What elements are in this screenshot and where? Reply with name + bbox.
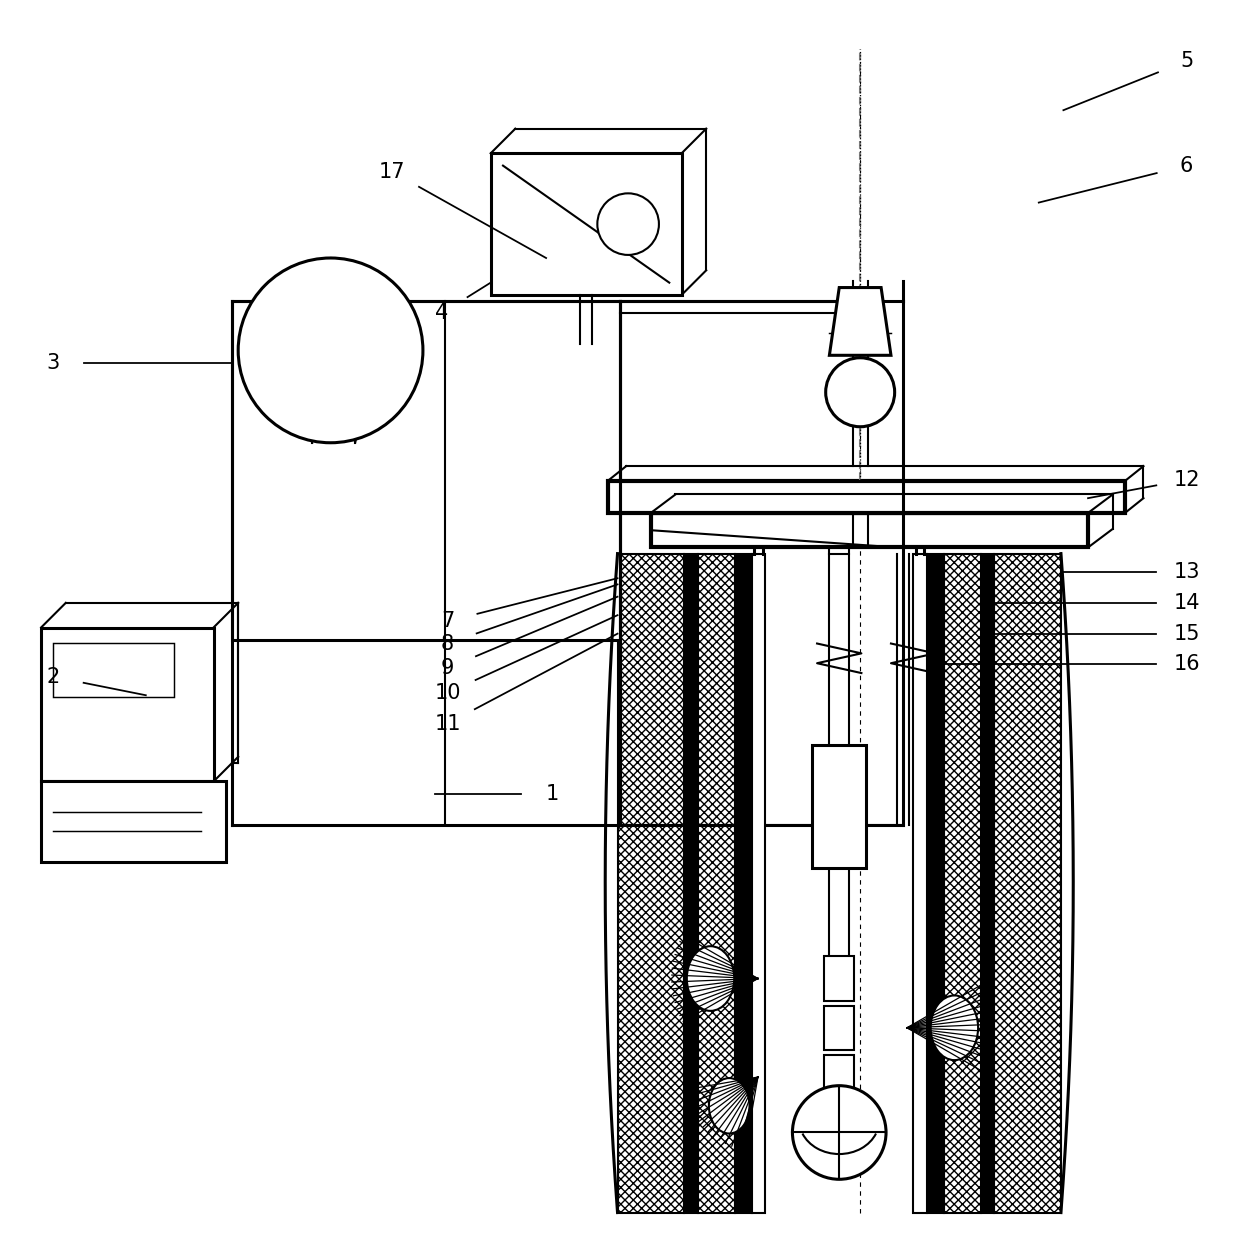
Text: 6: 6 — [1180, 156, 1193, 176]
Text: 14: 14 — [1173, 592, 1200, 612]
Ellipse shape — [687, 946, 734, 1010]
Bar — [830, 553, 849, 991]
Text: 7: 7 — [441, 611, 454, 631]
Bar — [913, 553, 926, 1212]
Text: 9: 9 — [441, 658, 454, 678]
Text: 5: 5 — [1180, 51, 1193, 72]
Bar — [618, 553, 684, 1212]
Text: 13: 13 — [1173, 562, 1200, 582]
Bar — [608, 481, 1125, 513]
Bar — [232, 301, 620, 640]
Bar — [994, 553, 1061, 1212]
Bar — [491, 153, 682, 295]
Text: 1: 1 — [546, 784, 559, 803]
Ellipse shape — [709, 1078, 749, 1133]
Text: 4: 4 — [435, 304, 448, 324]
Bar — [825, 1005, 854, 1050]
Bar — [944, 553, 981, 1212]
Text: 11: 11 — [434, 714, 461, 734]
Text: 16: 16 — [1173, 654, 1200, 674]
Text: 15: 15 — [1173, 624, 1200, 644]
Polygon shape — [830, 287, 892, 355]
Text: 10: 10 — [434, 683, 461, 703]
Bar — [926, 553, 944, 1212]
Text: 8: 8 — [441, 634, 454, 654]
Bar — [651, 513, 1087, 547]
Bar — [812, 744, 867, 867]
Bar — [41, 628, 213, 782]
Bar — [734, 553, 751, 1212]
Circle shape — [826, 358, 895, 427]
Text: 12: 12 — [1173, 469, 1200, 489]
Circle shape — [238, 259, 423, 443]
Bar — [825, 1055, 854, 1099]
Bar — [698, 553, 734, 1212]
Bar — [684, 553, 698, 1212]
Bar — [41, 782, 226, 861]
Circle shape — [792, 1086, 887, 1180]
Text: 2: 2 — [47, 666, 60, 686]
Ellipse shape — [931, 995, 978, 1060]
Bar — [751, 553, 765, 1212]
Bar — [53, 643, 174, 697]
Text: 17: 17 — [379, 162, 405, 182]
Circle shape — [598, 193, 658, 255]
Text: 3: 3 — [47, 353, 60, 373]
Bar — [981, 553, 994, 1212]
Bar — [825, 956, 854, 1000]
